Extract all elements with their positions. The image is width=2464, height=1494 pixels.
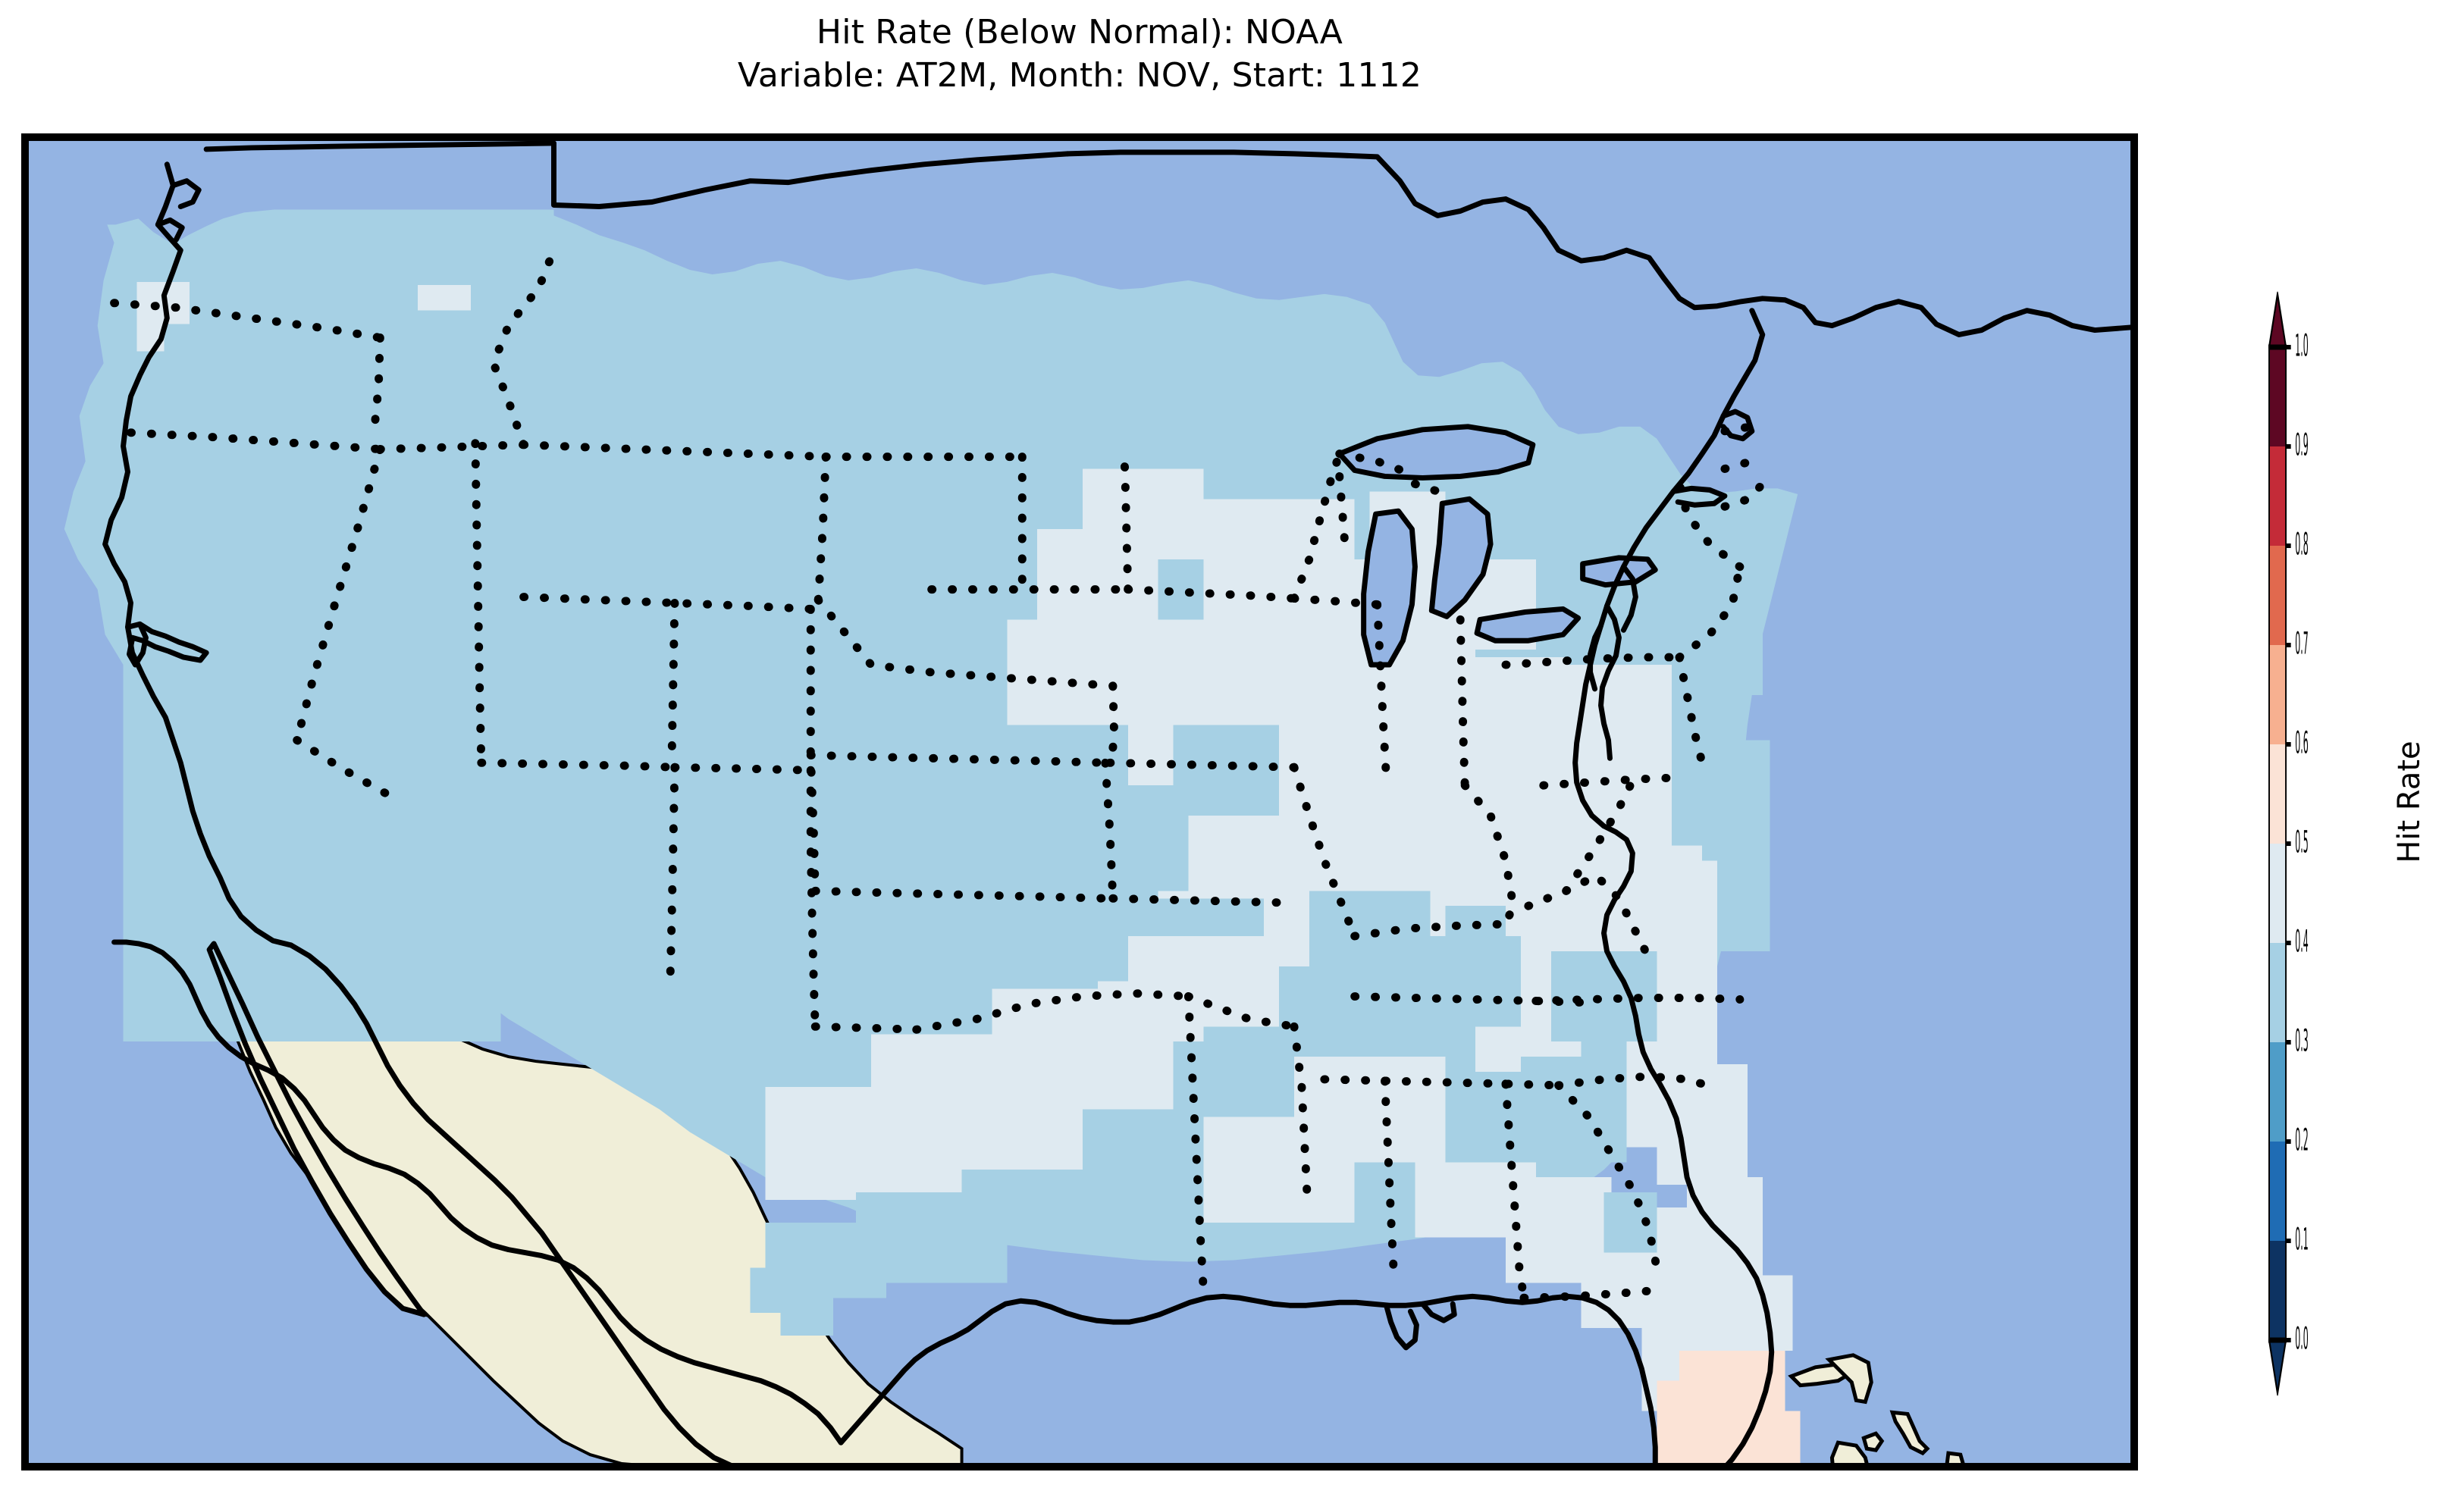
title-line-2: Variable: AT2M, Month: NOV, Start: 1112 (737, 56, 1422, 96)
colorbar: 1.0 0.9 0.8 0.7 0.6 0.5 0.4 0.3 0.2 0.1 … (2268, 240, 2330, 1396)
title-line-1: Hit Rate (Below Normal): NOAA (816, 13, 1343, 52)
colorbar-extend-top (2268, 291, 2287, 350)
cb-tick-10: 0.0 (2295, 1321, 2309, 1356)
cb-tick-5: 0.5 (2295, 825, 2309, 860)
caribbean-islands (1788, 1353, 1966, 1467)
coastline-borders (102, 140, 2134, 1467)
map-canvas (25, 137, 2134, 1467)
colorbar-bands (2268, 291, 2287, 1396)
raster-cells (123, 250, 1801, 1467)
cb-tick-0: 1.0 (2295, 328, 2309, 363)
cb-tick-9: 0.1 (2295, 1222, 2309, 1257)
ocean-mask (25, 137, 2134, 1467)
cb-tick-1: 0.9 (2295, 428, 2309, 462)
colorbar-canvas: 1.0 0.9 0.8 0.7 0.6 0.5 0.4 0.3 0.2 0.1 … (2268, 291, 2309, 1396)
colorbar-axis-label: Hit Rate (2392, 741, 2427, 863)
cb-tick-4: 0.6 (2295, 725, 2309, 760)
state-borders (110, 246, 1767, 1302)
cb-tick-6: 0.4 (2295, 924, 2309, 959)
cb-tick-8: 0.2 (2295, 1123, 2309, 1157)
chart-title: Hit Rate (Below Normal): NOAA Variable: … (0, 11, 2159, 97)
colorbar-tick-labels: 1.0 0.9 0.8 0.7 0.6 0.5 0.4 0.3 0.2 0.1 … (2295, 328, 2309, 1356)
hit-rate-raster (25, 137, 2134, 1467)
map-panel (21, 133, 2138, 1471)
cb-tick-7: 0.3 (2295, 1023, 2309, 1058)
colorbar-extend-bottom (2268, 1337, 2287, 1396)
colorbar-ticks (2286, 345, 2291, 1342)
cb-tick-2: 0.8 (2295, 527, 2309, 562)
great-lakes (1339, 426, 1656, 666)
cb-tick-3: 0.7 (2295, 626, 2309, 661)
